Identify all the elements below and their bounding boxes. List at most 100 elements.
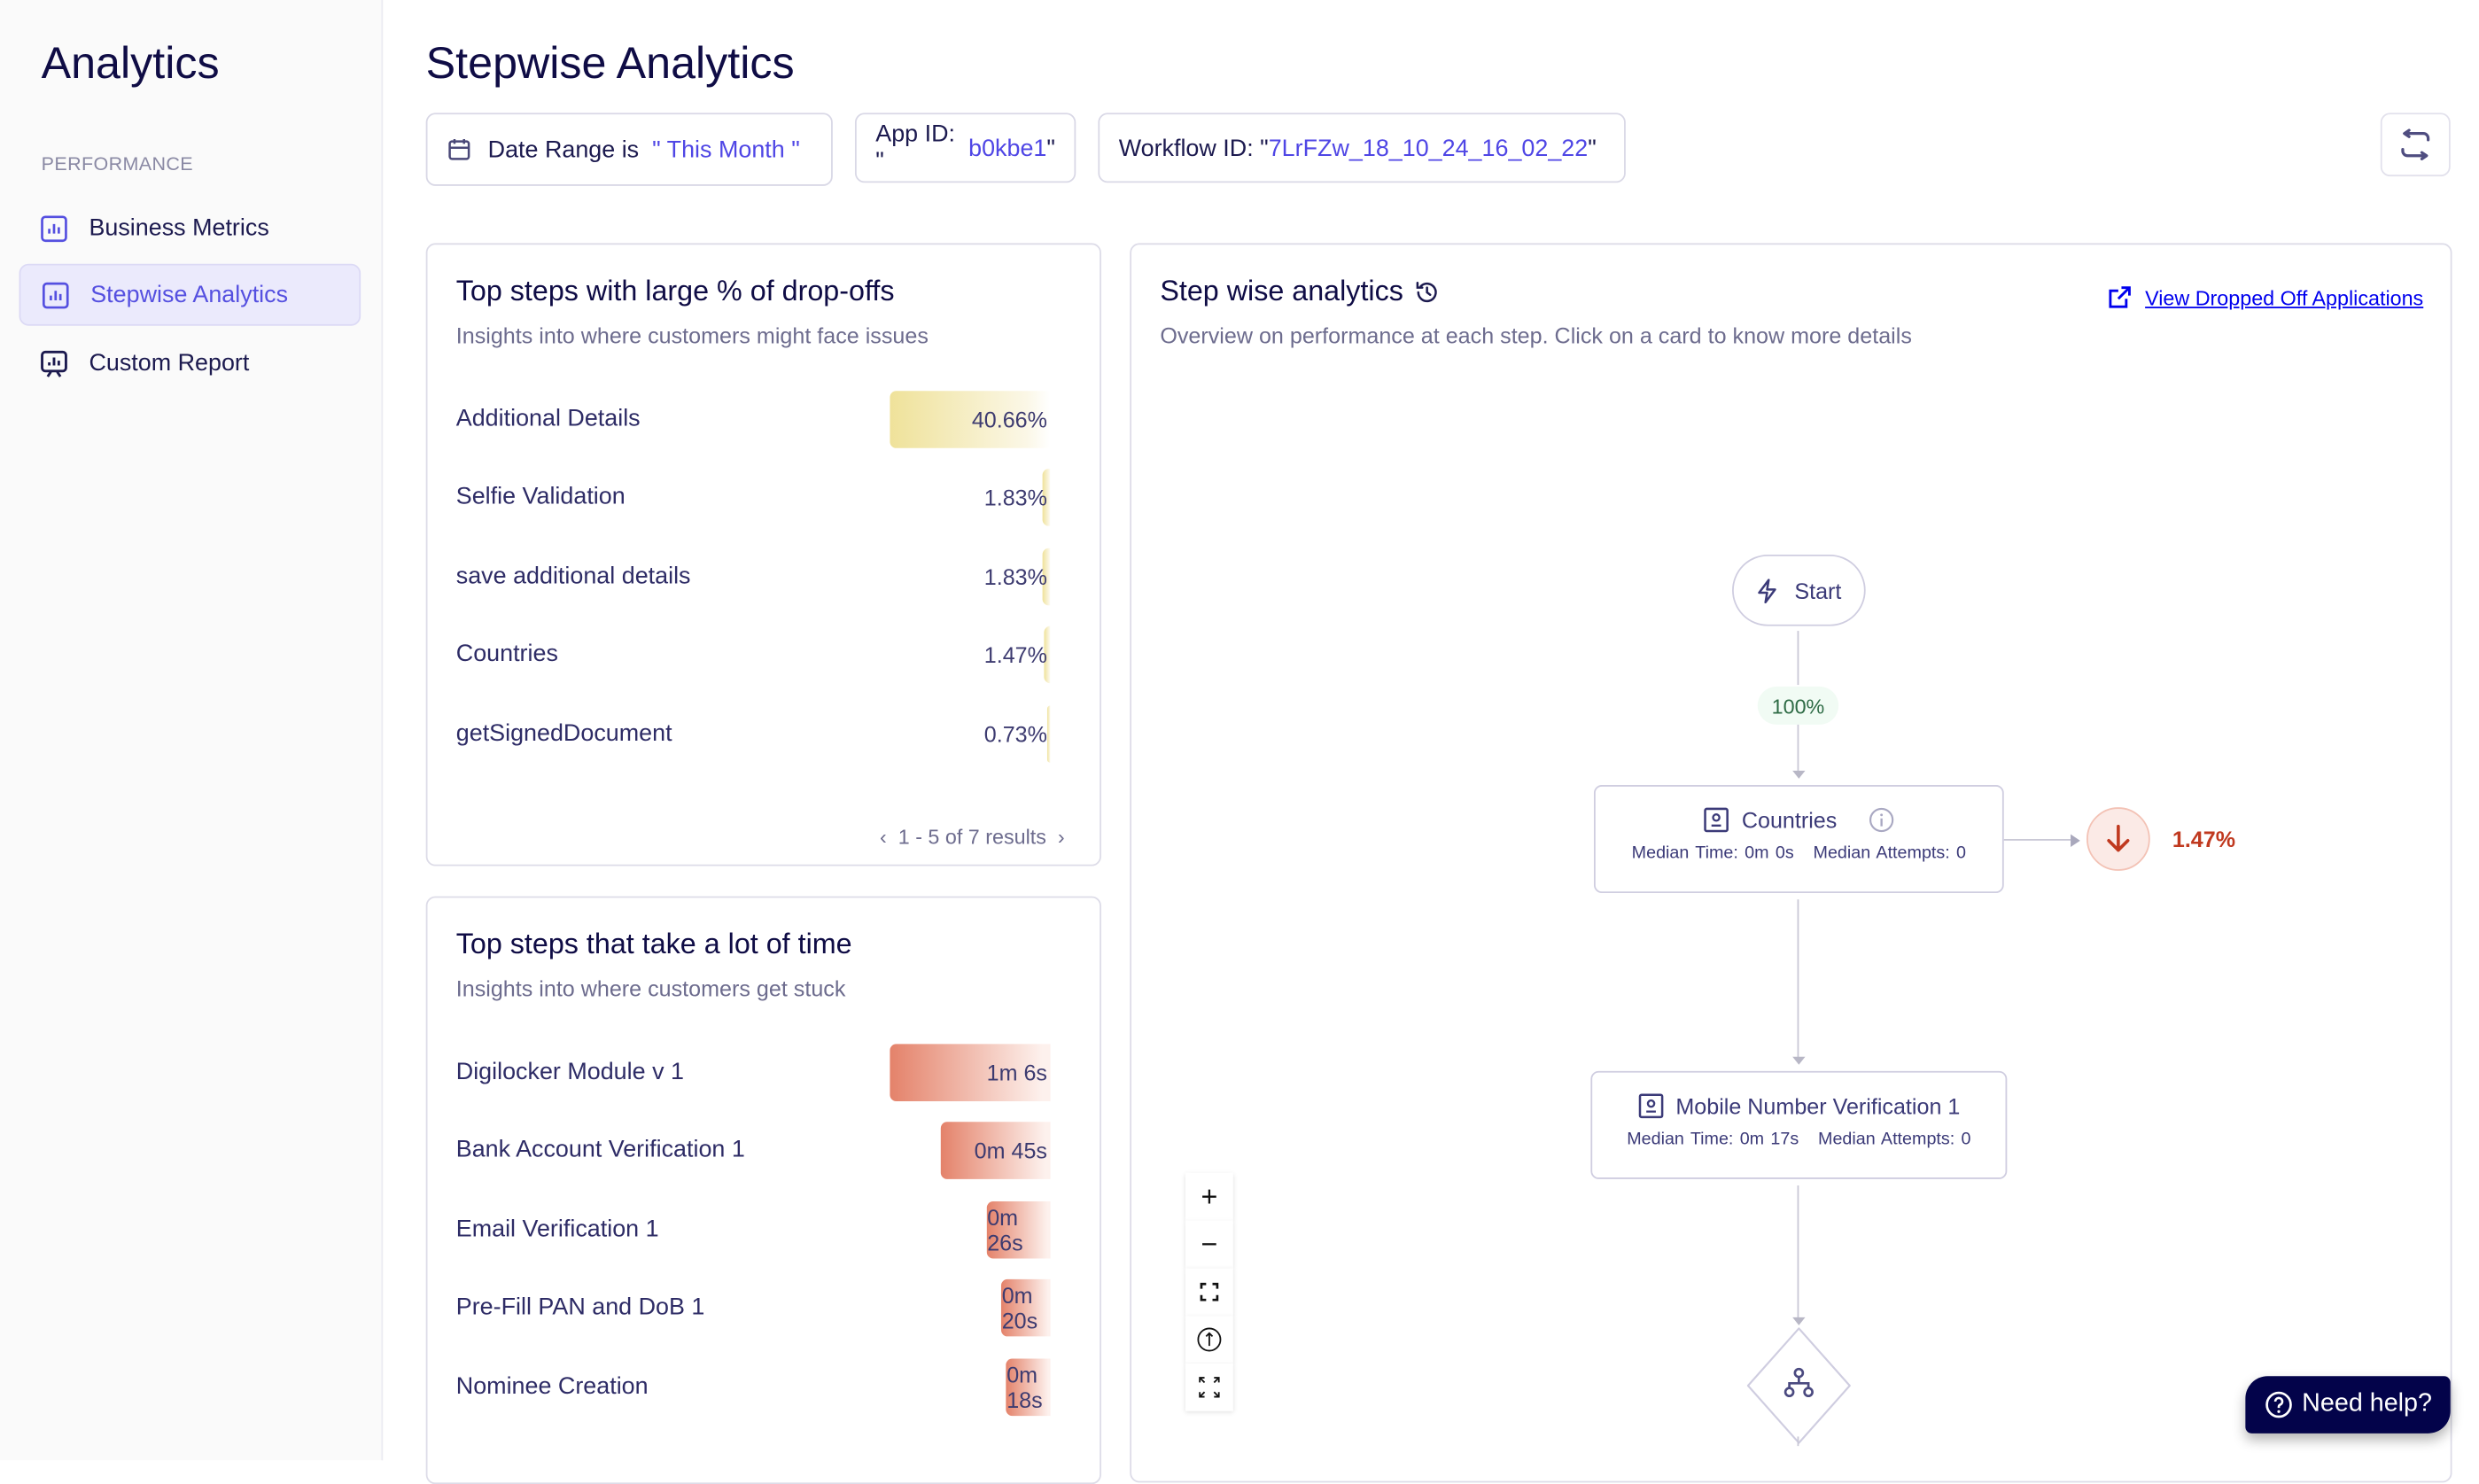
workflow-id-value: 7LrFZw_18_10_24_16_02_22 xyxy=(1268,134,1589,162)
value-bar xyxy=(1043,548,1051,605)
time-subtitle: Insights into where customers get stuck xyxy=(455,975,846,1001)
list-item: getSignedDocument 0.73% xyxy=(427,704,1102,763)
app-id-value: b0kbe1 xyxy=(968,134,1047,162)
edge-line xyxy=(1797,1185,1799,1319)
sidebar-item-custom-report[interactable]: Custom Report xyxy=(19,332,361,394)
step-label: save additional details xyxy=(455,562,691,590)
sidebar-title: Analytics xyxy=(41,38,220,88)
node-median-attempts: Median Attempts: 0 xyxy=(1813,843,1967,863)
step-label: Additional Details xyxy=(455,405,641,432)
flow-title: Step wise analytics xyxy=(1160,275,1440,308)
id-card-icon xyxy=(1637,1093,1663,1119)
dropoffs-title: Top steps with large % of drop-offs xyxy=(455,275,895,307)
start-node[interactable]: Start xyxy=(1732,554,1866,626)
sidebar-item-label: Business Metrics xyxy=(89,214,269,242)
fit-view-icon xyxy=(1200,1282,1219,1301)
value-label: 1m 6s xyxy=(986,1060,1047,1086)
value-bar xyxy=(1006,1357,1051,1416)
refresh-button[interactable] xyxy=(2380,113,2451,177)
next-page-icon[interactable]: › xyxy=(1057,824,1065,849)
value-bar xyxy=(890,1044,1051,1101)
step-node-mobile-verification[interactable]: Mobile Number Verification 1 Median Time… xyxy=(1590,1070,2008,1179)
step-label: Email Verification 1 xyxy=(455,1215,659,1243)
value-label: 0m 20s xyxy=(1001,1282,1038,1334)
value-label: 1.83% xyxy=(983,485,1047,511)
sidebar-item-business-metrics[interactable]: Business Metrics xyxy=(19,197,361,259)
node-median-time: Median Time: 0m 17s xyxy=(1627,1130,1799,1149)
minus-icon: − xyxy=(1201,1227,1218,1260)
value-bar xyxy=(1001,1279,1051,1337)
start-label: Start xyxy=(1794,577,1842,603)
value-bar xyxy=(890,391,1051,448)
bar-chart-icon xyxy=(42,281,69,308)
value-bar xyxy=(1045,626,1051,684)
bar-chart-icon xyxy=(41,214,67,242)
list-item: Digilocker Module v 1 1m 6s xyxy=(427,1044,1102,1101)
need-help-label: Need help? xyxy=(2302,1390,2432,1418)
node-title: Countries xyxy=(1741,807,1838,833)
step-label: getSignedDocument xyxy=(455,719,672,747)
scroll-top-button[interactable] xyxy=(1185,1316,1233,1364)
branch-icon xyxy=(1783,1367,1814,1398)
date-range-filter[interactable]: Date Range is " This Month " xyxy=(425,113,833,186)
value-label: 1.47% xyxy=(983,641,1047,668)
app-id-filter[interactable]: App ID: " b0kbe1 " xyxy=(854,113,1076,183)
fullscreen-button[interactable] xyxy=(1185,1363,1233,1411)
dropoffs-subtitle: Insights into where customers might face… xyxy=(455,322,929,348)
dropoff-indicator[interactable] xyxy=(2086,807,2150,871)
repeat-icon xyxy=(2401,128,2430,160)
list-item: Email Verification 1 0m 26s xyxy=(427,1200,1102,1259)
calendar-icon xyxy=(448,138,470,160)
app-id-quote: " xyxy=(1046,134,1055,162)
info-icon[interactable] xyxy=(1869,807,1894,833)
list-item: Selfie Validation 1.83% xyxy=(427,469,1102,527)
value-label: 1.83% xyxy=(983,563,1047,590)
app-id-label: App ID: " xyxy=(875,120,956,175)
step-label: Bank Account Verification 1 xyxy=(455,1137,745,1164)
expand-icon xyxy=(1199,1377,1220,1398)
condition-node[interactable] xyxy=(1745,1325,1853,1446)
sidebar-item-label: Stepwise Analytics xyxy=(90,281,289,308)
workflow-id-filter[interactable]: Workflow ID: " 7LrFZw_18_10_24_16_02_22 " xyxy=(1098,113,1626,183)
sidebar-item-label: Custom Report xyxy=(89,349,250,377)
step-label: Pre-Fill PAN and DoB 1 xyxy=(455,1294,705,1321)
edge-arrow xyxy=(1792,1056,1806,1065)
flow-subtitle: Overview on performance at each step. Cl… xyxy=(1160,322,1912,348)
zoom-in-button[interactable]: + xyxy=(1185,1172,1233,1221)
help-circle-icon xyxy=(2265,1391,2292,1418)
step-label: Countries xyxy=(455,641,558,668)
history-icon[interactable] xyxy=(1414,279,1440,305)
time-card: Top steps that take a lot of time Insigh… xyxy=(425,896,1102,1484)
edge-arrow xyxy=(2071,834,2080,847)
pagination: ‹ 1 - 5 of 7 results › xyxy=(880,825,1065,849)
sidebar-section-label: PERFORMANCE xyxy=(41,152,194,175)
dropoff-edge xyxy=(2003,839,2071,841)
page-title: Stepwise Analytics xyxy=(425,38,795,88)
presentation-chart-icon xyxy=(41,349,67,377)
list-item: Bank Account Verification 1 0m 45s xyxy=(427,1122,1102,1180)
workflow-id-quote: " xyxy=(1588,134,1597,162)
list-item: Countries 1.47% xyxy=(427,626,1102,684)
id-card-icon xyxy=(1704,807,1729,833)
value-bar xyxy=(941,1122,1051,1180)
plus-icon: + xyxy=(1201,1179,1218,1212)
value-label: 0m 26s xyxy=(987,1204,1023,1255)
arrow-up-circle-icon xyxy=(1197,1327,1222,1352)
sidebar-item-stepwise-analytics[interactable]: Stepwise Analytics xyxy=(19,263,361,326)
step-node-countries[interactable]: Countries Median Time: 0m 0s Median Atte… xyxy=(1593,785,2004,894)
node-median-time: Median Time: 0m 0s xyxy=(1631,843,1794,863)
flow-title-text: Step wise analytics xyxy=(1160,275,1403,307)
zoom-out-button[interactable]: − xyxy=(1185,1220,1233,1269)
value-label: 40.66% xyxy=(971,407,1047,432)
view-dropped-off-text[interactable]: View Dropped Off Applications xyxy=(2145,285,2424,310)
edge-line xyxy=(1797,631,1799,686)
need-help-button[interactable]: Need help? xyxy=(2245,1376,2451,1433)
view-dropped-off-link[interactable]: View Dropped Off Applications xyxy=(2107,286,2423,310)
prev-page-icon[interactable]: ‹ xyxy=(879,824,887,849)
step-label: Selfie Validation xyxy=(455,483,626,511)
list-item: save additional details 1.83% xyxy=(427,548,1102,605)
fit-view-button[interactable] xyxy=(1185,1268,1233,1317)
value-bar xyxy=(1046,704,1051,763)
list-item: Additional Details 40.66% xyxy=(427,391,1102,448)
dropoff-percent: 1.47% xyxy=(2172,826,2236,852)
